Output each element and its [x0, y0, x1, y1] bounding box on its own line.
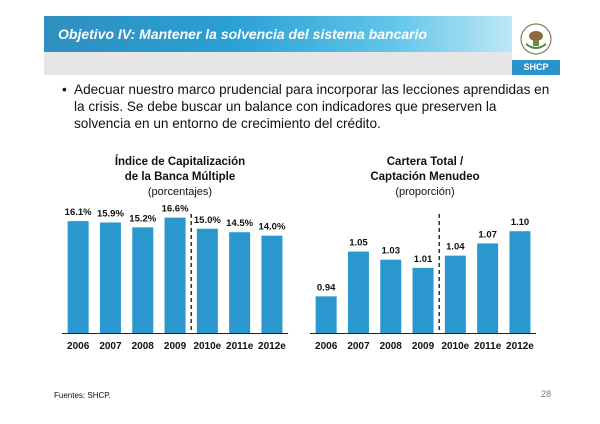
chart1-bar-2010e [196, 228, 218, 333]
bullet-point: • Adecuar nuestro marco prudencial para … [62, 81, 552, 132]
bullet-text: Adecuar nuestro marco prudencial para in… [74, 82, 550, 131]
chart2-tick-label: 2010e [441, 341, 469, 352]
chart2-tick-label: 2011e [474, 341, 502, 352]
chart2-title-line1: Cartera Total / [386, 156, 464, 168]
chart2-bar-2012e [509, 231, 531, 333]
chart2-data-label: 0.94 [317, 282, 336, 293]
bullet-marker: • [62, 82, 67, 97]
chart2-title-line2: Captación Menudeo [370, 171, 480, 183]
chart1-data-label: 14.5% [226, 218, 253, 229]
chart1-tick-label: 2008 [132, 341, 155, 352]
slide-title: Objetivo IV: Mantener la solvencia del s… [58, 26, 428, 42]
chart1-tick-label: 2007 [99, 341, 122, 352]
chart1-bar-2009 [164, 217, 186, 333]
chart2-subtitle: (proporción) [395, 186, 455, 198]
chart1-bar-2006 [67, 221, 89, 333]
chart2-tick-label: 2006 [315, 341, 338, 352]
chart1-tick-label: 2010e [193, 341, 221, 352]
chart2-tick-label: 2008 [380, 341, 403, 352]
chart2-data-label: 1.03 [382, 246, 401, 257]
chart2-bar-2011e [477, 243, 499, 333]
chart2-data-label: 1.10 [511, 217, 530, 228]
chart1-title-line2: de la Banca Múltiple [124, 171, 236, 183]
header-bar [44, 16, 512, 52]
chart2-data-label: 1.05 [349, 238, 368, 249]
chart2-bar-2006 [315, 296, 337, 333]
chart1-bar-2007 [99, 222, 121, 333]
chart2-bar-2007 [347, 251, 369, 333]
chart1-data-label: 14.0% [258, 222, 285, 233]
eagle-emblem-icon [520, 23, 552, 55]
header-subbar [44, 52, 512, 75]
chart2-data-label: 1.07 [478, 229, 497, 240]
chart2-tick-label: 2007 [347, 341, 370, 352]
chart1-data-label: 16.1% [65, 207, 92, 218]
chart2-bar-2009 [412, 267, 434, 333]
chart1-tick-label: 2012e [258, 341, 286, 352]
chart1-subtitle: (porcentajes) [147, 186, 213, 198]
chart1-data-label: 15.0% [194, 215, 221, 226]
page-number: 28 [541, 389, 552, 399]
chart1-tick-label: 2011e [226, 341, 254, 352]
chart2-tick-label: 2009 [412, 341, 435, 352]
chart1-bar-2012e [261, 235, 283, 333]
chart1-bar-2008 [132, 227, 154, 333]
chart1-title: Índice de Capitalización de la Banca Múl… [60, 155, 300, 185]
chart2-title: Cartera Total / Captación Menudeo [305, 155, 545, 185]
chart2-bar-2010e [444, 255, 466, 333]
source-note: Fuentes: SHCP. [54, 391, 111, 400]
chart1-tick-label: 2006 [67, 341, 90, 352]
shcp-label: SHCP [512, 60, 560, 75]
chart1-bar-2011e [229, 232, 251, 333]
chart1-data-label: 15.9% [97, 208, 124, 219]
chart1-tick-label: 2009 [164, 341, 187, 352]
chart2-data-label: 1.01 [414, 254, 433, 265]
chart2-tick-label: 2012e [506, 341, 534, 352]
chart1-title-line1: Índice de Capitalización [114, 156, 246, 168]
chart1-data-label: 15.2% [129, 213, 156, 224]
chart2-bar-2008 [380, 259, 402, 333]
chart2-data-label: 1.04 [446, 242, 465, 253]
chart1-data-label: 16.6% [162, 204, 189, 215]
